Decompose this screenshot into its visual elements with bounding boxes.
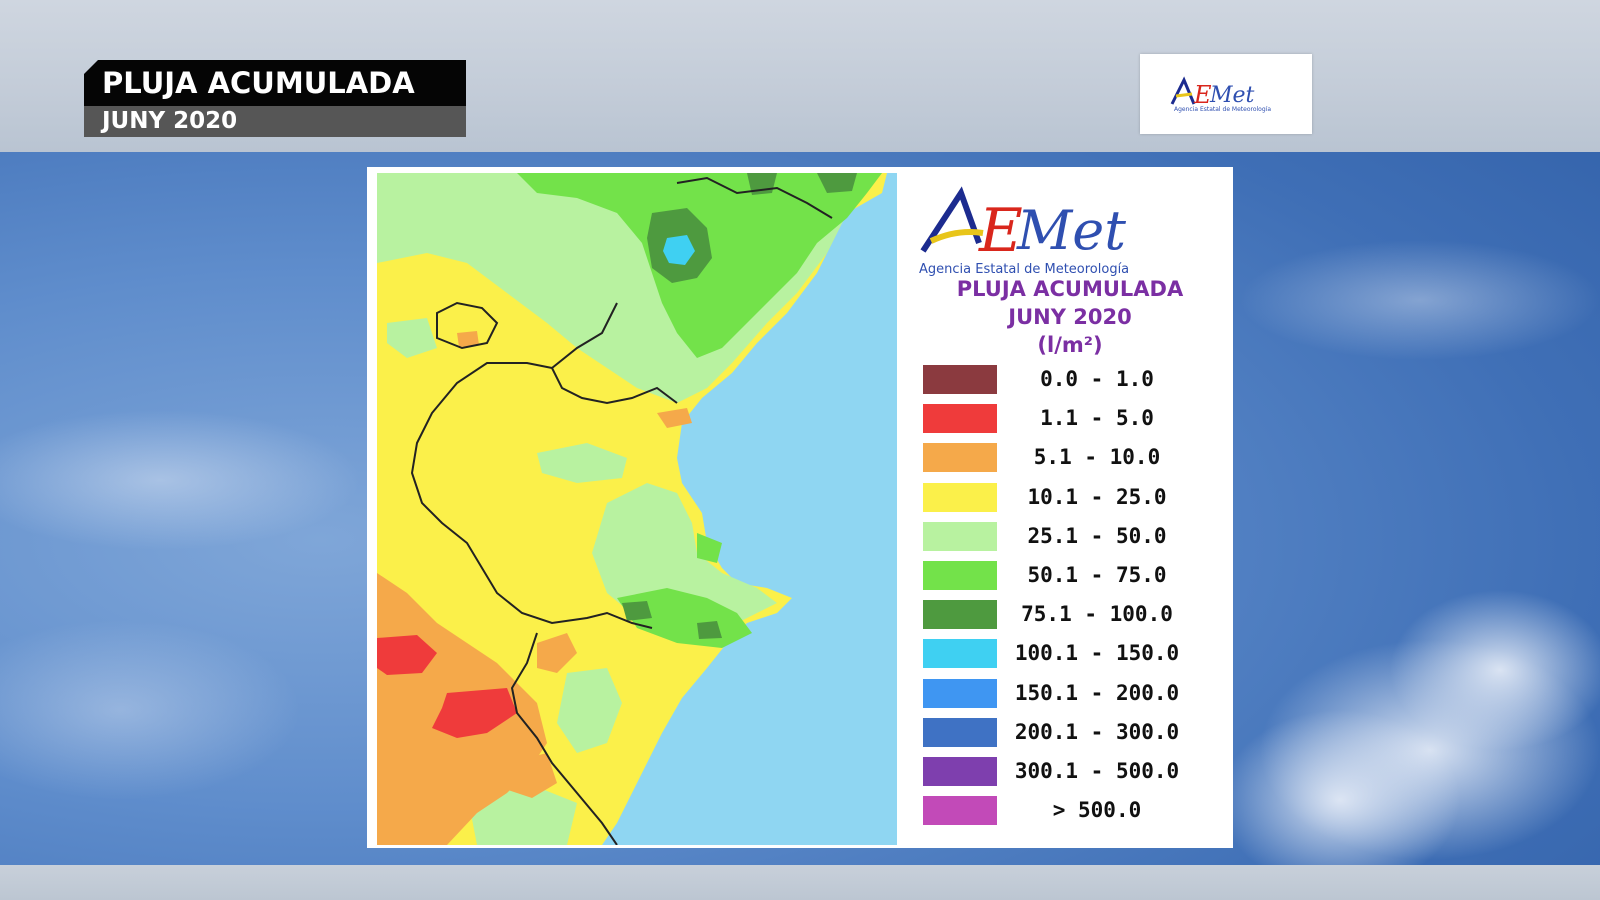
legend-item: 75.1 - 100.0 — [915, 600, 1215, 630]
legend-item: 10.1 - 25.0 — [915, 482, 1215, 513]
legend-item: 150.1 - 200.0 — [915, 678, 1215, 709]
logo-agency-text: Agencia Estatal de Meteorología — [1174, 106, 1271, 113]
legend-swatch — [923, 521, 997, 551]
precipitation-map — [377, 173, 897, 845]
legend-range-label: 150.1 - 200.0 — [1014, 680, 1180, 705]
legend-item: 0.0 - 1.0 — [915, 365, 1215, 395]
legend-item: 300.1 - 500.0 — [915, 757, 1215, 787]
footer-band — [0, 865, 1600, 900]
map-panel: E Met Agencia Estatal de Meteorología PL… — [367, 167, 1233, 848]
legend-item: 100.1 - 150.0 — [915, 639, 1215, 669]
page-subtitle: JUNY 2020 — [84, 106, 466, 137]
legend-title-line2: JUNY 2020 — [1008, 305, 1132, 329]
title-block: PLUJA ACUMULADA JUNY 2020 — [84, 60, 466, 137]
legend-swatch — [923, 796, 997, 826]
legend-swatch — [923, 600, 997, 630]
legend-item: > 500.0 — [915, 796, 1215, 826]
legend-title-line1: PLUJA ACUMULADA — [956, 277, 1184, 301]
legend-item: 25.1 - 50.0 — [915, 521, 1215, 552]
legend-swatch — [923, 717, 997, 747]
legend-swatch — [923, 757, 997, 786]
legend-range-label: 300.1 - 500.0 — [1014, 759, 1180, 783]
legend-aemet-logo: E Met Agencia Estatal de Meteorología — [919, 186, 1129, 277]
legend-swatch — [923, 678, 997, 708]
legend-range-label: 100.1 - 150.0 — [1014, 641, 1180, 666]
svg-text:Met: Met — [1209, 83, 1255, 108]
legend-swatch — [923, 443, 997, 473]
legend-range-label: 25.1 - 50.0 — [1027, 523, 1167, 548]
legend-range-label: 5.1 - 10.0 — [1033, 445, 1161, 470]
legend-swatch — [923, 639, 997, 669]
legend-swatch — [923, 482, 997, 512]
legend-item: 1.1 - 5.0 — [915, 404, 1215, 434]
legend-range-label: 200.1 - 300.0 — [1014, 719, 1180, 744]
legend-item: 50.1 - 75.0 — [915, 561, 1215, 591]
page-title: PLUJA ACUMULADA — [84, 60, 466, 106]
legend-range-label: 75.1 - 100.0 — [1021, 602, 1173, 627]
legend-swatch — [923, 404, 997, 434]
legend: E Met Agencia Estatal de Meteorología PL… — [907, 167, 1233, 848]
legend-unit: (l/m²) — [1037, 333, 1103, 357]
svg-text:E: E — [978, 196, 1023, 266]
legend-range-label: 50.1 - 75.0 — [1027, 563, 1167, 587]
legend-agency-text: Agencia Estatal de Meteorología — [919, 262, 1129, 277]
legend-range-label: > 500.0 — [1052, 798, 1142, 823]
legend-swatch — [923, 561, 997, 590]
legend-item: 200.1 - 300.0 — [915, 717, 1215, 748]
legend-range-label: 1.1 - 5.0 — [1040, 406, 1154, 431]
legend-swatch — [923, 365, 997, 394]
legend-range-label: 0.0 - 1.0 — [1040, 367, 1154, 391]
legend-item: 5.1 - 10.0 — [915, 443, 1215, 473]
aemet-logo-icon: E Met Agencia Estatal de Meteorología — [1170, 76, 1271, 113]
svg-text:E: E — [1193, 81, 1212, 109]
aemet-logo: E Met Agencia Estatal de Meteorología — [1140, 54, 1312, 134]
legend-range-label: 10.1 - 25.0 — [1027, 484, 1167, 509]
svg-text:Met: Met — [1016, 199, 1126, 262]
